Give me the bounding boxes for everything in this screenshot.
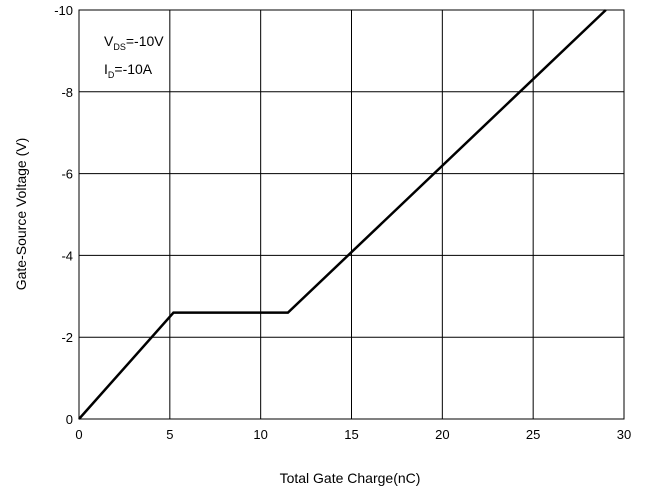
y-tick-label: -4: [61, 248, 73, 263]
x-tick-label: 5: [166, 427, 173, 442]
y-tick-label: -8: [61, 85, 73, 100]
x-tick-labels: 0 5 10 15 20 25 30: [75, 427, 631, 442]
grid-lines: [79, 10, 624, 419]
x-tick-label: 15: [344, 427, 358, 442]
x-tick-label: 25: [526, 427, 540, 442]
y-tick-label: -2: [61, 330, 73, 345]
annotation-id: ID=-10A: [104, 61, 153, 80]
annotation-vds: VDS=-10V: [104, 33, 164, 52]
x-tick-label: 20: [435, 427, 449, 442]
y-tick-label: -6: [61, 167, 73, 182]
x-tick-label: 0: [75, 427, 82, 442]
y-axis-label: Gate-Source Voltage (V): [13, 138, 29, 291]
annotation-box: VDS=-10V ID=-10A: [104, 33, 164, 80]
y-tick-label: -10: [54, 3, 73, 18]
y-tick-label: 0: [66, 412, 73, 427]
x-tick-label: 10: [253, 427, 267, 442]
y-tick-labels: 0 -2 -4 -6 -8 -10: [54, 3, 73, 427]
series-group: [78, 9, 607, 420]
x-axis-label: Total Gate Charge(nC): [280, 470, 421, 486]
series-line-0: [78, 9, 607, 420]
plot-frame: [78, 9, 625, 420]
x-tick-label: 30: [617, 427, 631, 442]
